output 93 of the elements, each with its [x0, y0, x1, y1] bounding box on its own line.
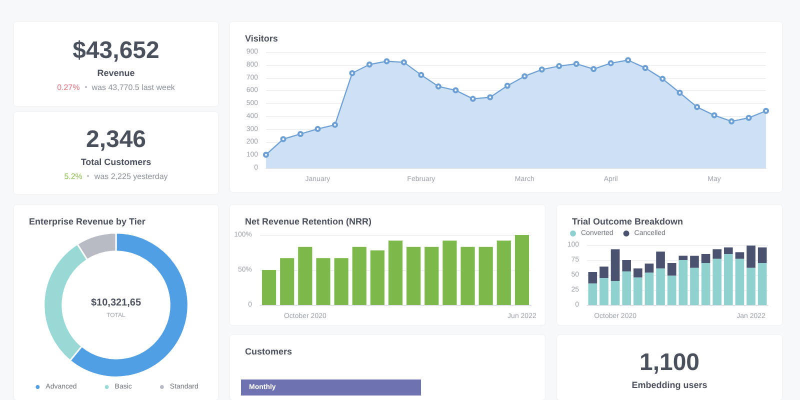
bar: [667, 263, 676, 276]
point: [487, 94, 494, 100]
point: [280, 136, 286, 142]
point: [660, 76, 666, 82]
bar: [667, 276, 676, 305]
bar: [496, 240, 511, 305]
point: [452, 87, 459, 94]
bar: [712, 249, 722, 259]
point: [435, 83, 442, 90]
bar: [690, 268, 699, 305]
point: [400, 59, 407, 66]
point: [625, 57, 632, 64]
bar: [633, 277, 642, 305]
point: [263, 152, 269, 158]
point: [728, 118, 735, 124]
point: [418, 72, 424, 78]
text: 2,346: [86, 126, 146, 154]
bar: [610, 249, 620, 281]
point: [694, 104, 700, 110]
bar: [724, 247, 733, 254]
point: [763, 108, 769, 114]
bar: [600, 266, 608, 278]
point: [573, 60, 580, 67]
text: Embedding users: [632, 380, 708, 390]
text: was 43,770.5 last week: [92, 82, 175, 92]
text: Total Customers: [80, 156, 152, 166]
point: [470, 96, 476, 102]
bar: [644, 272, 654, 305]
chart-title: Customers: [245, 346, 292, 356]
bar: [758, 263, 767, 305]
text: 5.2%: [64, 172, 82, 180]
bar: [316, 258, 330, 305]
bar: [406, 246, 421, 305]
chart-title: Net Revenue Retention (NRR): [245, 216, 372, 226]
bar: [746, 246, 756, 268]
bar: [633, 268, 642, 278]
point: [556, 63, 562, 70]
bar: [622, 260, 632, 272]
bar: [280, 258, 294, 305]
bar: [690, 256, 699, 268]
bar: [600, 278, 608, 305]
bar: [622, 271, 632, 305]
bar: [352, 246, 366, 305]
bar: [460, 246, 475, 305]
text: 0.27%: [57, 82, 80, 92]
point: [642, 64, 648, 71]
bar: [644, 264, 654, 273]
bar: [442, 240, 457, 305]
point: [384, 58, 390, 64]
bar: [588, 283, 598, 305]
text: 1,100: [639, 349, 700, 377]
point: [676, 90, 683, 96]
point: [332, 122, 338, 128]
chart-title: Enterprise Revenue by Tier: [29, 216, 146, 226]
point: [314, 126, 321, 132]
bar: [588, 272, 598, 284]
point: [746, 114, 752, 121]
point: [522, 73, 528, 80]
text: was 2,225 yesterday: [94, 172, 168, 180]
bar: [701, 263, 710, 305]
bar: [298, 246, 312, 305]
bar: [514, 235, 530, 305]
bar: [424, 246, 439, 305]
bar: [746, 268, 756, 305]
point: [608, 60, 614, 66]
point: [538, 66, 545, 73]
bar: [701, 254, 710, 263]
text: $43,652: [72, 36, 160, 64]
point: [297, 130, 304, 137]
bar: [656, 268, 665, 305]
chart-title: Visitors: [245, 34, 278, 44]
bar: [735, 258, 744, 305]
chart-title: Trial Outcome Breakdown: [572, 216, 684, 226]
bar: [656, 252, 665, 268]
bar: [370, 250, 384, 305]
bar: [478, 246, 493, 305]
point: [504, 82, 510, 89]
text: Revenue: [97, 68, 135, 78]
bar: [678, 260, 688, 305]
point: [349, 70, 356, 76]
bar: [758, 247, 767, 263]
point: [711, 112, 718, 118]
bar: [262, 270, 276, 305]
bar: [712, 258, 722, 305]
bar: [334, 258, 348, 305]
bar: [610, 281, 620, 305]
bar: [678, 256, 688, 260]
bar: [388, 240, 403, 305]
point: [366, 62, 372, 68]
point: [590, 66, 597, 72]
text: $10,321,65: [90, 298, 142, 308]
bar: [724, 254, 733, 305]
bar: [735, 252, 744, 259]
